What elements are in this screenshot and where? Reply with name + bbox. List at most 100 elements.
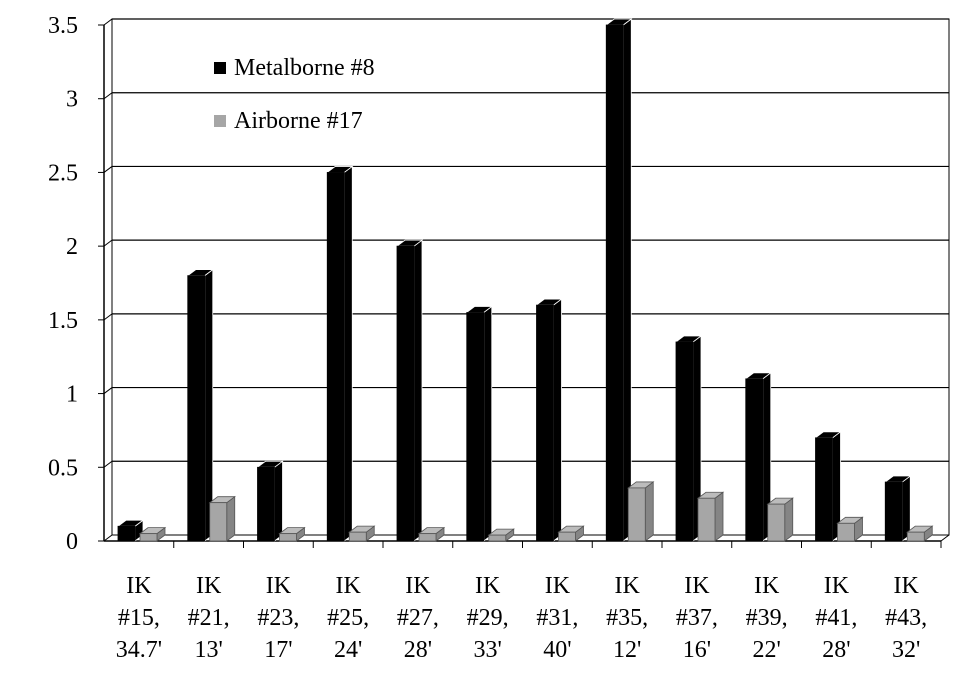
gridline-side xyxy=(103,92,113,100)
bar-front xyxy=(139,533,158,542)
gridline-side xyxy=(103,166,113,173)
bar-side xyxy=(226,495,236,542)
bar-side xyxy=(274,460,283,542)
bar-front xyxy=(348,531,367,542)
bar-airborne xyxy=(208,495,236,542)
bar-front xyxy=(605,24,624,542)
y-tick-label: 2 xyxy=(66,234,78,260)
x-tick-label: IK #39, 22' xyxy=(746,573,788,663)
y-tick-label: 3.5 xyxy=(48,13,78,39)
y-tick-label: 0 xyxy=(66,529,78,555)
bar-front xyxy=(466,312,485,542)
bar-metalborne xyxy=(326,165,354,542)
bar-metalborne xyxy=(186,268,214,542)
bar-airborne xyxy=(696,491,725,542)
gridline-side xyxy=(103,534,113,542)
bar-front xyxy=(209,502,228,542)
bar-metalborne xyxy=(465,305,493,542)
bar-metalborne xyxy=(395,239,424,542)
bar-airborne xyxy=(138,526,167,542)
bar-side xyxy=(714,491,724,542)
bar-front xyxy=(418,533,437,542)
x-tick-label: IK #41, 28' xyxy=(815,573,857,663)
bar-side xyxy=(413,239,423,542)
x-tick-label: IK #27, 28' xyxy=(397,573,439,663)
bar-airborne xyxy=(417,526,446,542)
bar-front xyxy=(396,245,415,542)
legend-label-airborne: Airborne #17 xyxy=(234,108,363,134)
gridline-side xyxy=(103,239,113,247)
bar-front xyxy=(326,172,345,542)
y-tick-label: 1 xyxy=(66,382,78,408)
bar-airborne xyxy=(906,525,934,542)
x-tick-label: IK #37, 16' xyxy=(676,573,718,663)
bar-front xyxy=(745,378,764,542)
y-tick-label: 1.5 xyxy=(48,308,78,334)
axis-layer xyxy=(98,24,950,548)
x-tick-label: IK #15, 34.7' xyxy=(116,573,162,663)
legend-swatch-metalborne xyxy=(214,62,226,74)
y-tick-label: 3 xyxy=(66,87,78,113)
bar-side xyxy=(644,481,654,542)
bar-front xyxy=(697,497,716,542)
grid-layer xyxy=(103,18,950,542)
bar-side xyxy=(553,298,562,542)
bar-airborne xyxy=(348,525,376,542)
bar-front xyxy=(488,534,507,542)
bar-front xyxy=(627,487,646,542)
gridline-side xyxy=(103,313,113,321)
bar-side xyxy=(622,18,632,542)
bar-metalborne xyxy=(674,335,703,542)
y-axis-tick-labels: 0 0.5 1 1.5 2 2.5 3 3.5 xyxy=(48,13,78,555)
bar-metalborne xyxy=(744,372,772,542)
bar-airborne xyxy=(487,528,515,542)
bar-metalborne xyxy=(884,475,912,542)
bar-metalborne xyxy=(256,460,284,542)
bar-front xyxy=(837,522,855,542)
bar-front xyxy=(187,275,206,542)
gridline-side xyxy=(103,18,113,26)
bar-metalborne xyxy=(116,519,145,542)
bar-airborne xyxy=(627,481,655,542)
gridline-side xyxy=(103,460,113,468)
x-tick-label: IK #29, 33' xyxy=(467,573,509,663)
bar-metalborne xyxy=(814,430,842,542)
bar-airborne xyxy=(278,526,306,542)
x-tick-label: IK #31, 40' xyxy=(536,573,578,663)
bar-front xyxy=(536,304,554,542)
x-tick-label: IK #43, 32' xyxy=(885,573,927,663)
bar-front xyxy=(279,533,297,542)
bar-airborne xyxy=(836,516,864,542)
bar-front xyxy=(884,481,903,542)
bar-side xyxy=(204,268,214,542)
gridline-side xyxy=(103,387,113,394)
bar-front xyxy=(767,503,786,542)
bar-front xyxy=(815,437,833,542)
x-tick-label: IK #35, 12' xyxy=(606,573,648,663)
bar-airborne xyxy=(557,525,585,542)
plot-back-wall xyxy=(111,18,950,536)
y-tick-label: 0.5 xyxy=(48,455,78,481)
x-tick-label: IK #21, 13' xyxy=(188,573,230,663)
x-tick-label: IK #23, 17' xyxy=(257,573,299,663)
bar-front xyxy=(117,525,136,542)
legend-label-metalborne: Metalborne #8 xyxy=(234,55,375,81)
floor-edge xyxy=(940,534,950,542)
legend-swatch-airborne xyxy=(214,115,226,127)
y-tick-label: 2.5 xyxy=(48,160,78,186)
bar-side xyxy=(343,165,353,542)
bar-airborne xyxy=(766,497,794,542)
bar-side xyxy=(483,305,493,542)
bar-side xyxy=(784,497,794,542)
bars-layer xyxy=(116,18,934,542)
bar-front xyxy=(257,466,275,542)
x-axis-tick-labels: IK #15, 34.7' IK #21, 13' IK #23, 17' IK #25, 24' IK… xyxy=(116,573,927,663)
bar-front xyxy=(558,531,576,542)
bar-front xyxy=(906,531,925,542)
bar-metalborne xyxy=(535,298,563,542)
bar-front xyxy=(675,341,694,542)
legend: Metalborne #8 Airborne #17 xyxy=(214,55,375,134)
x-tick-label: IK #25, 24' xyxy=(327,573,369,663)
